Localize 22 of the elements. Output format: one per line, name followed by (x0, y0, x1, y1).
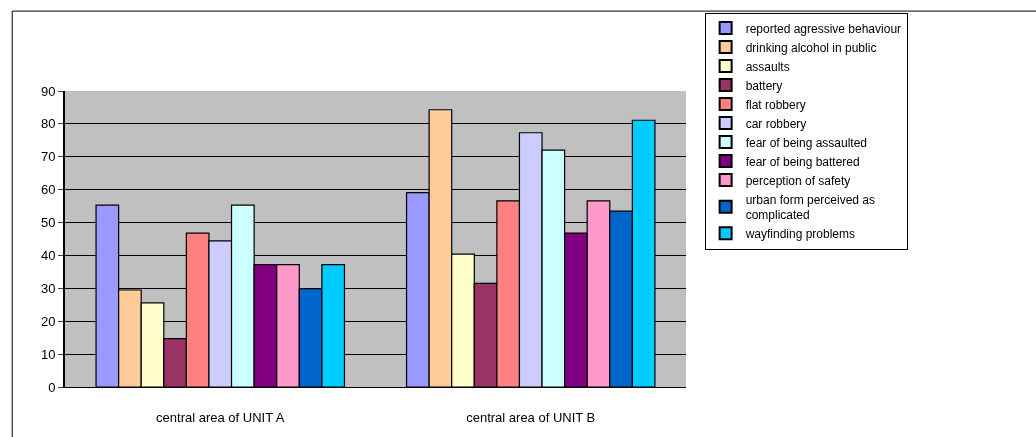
legend-label: battery (745, 78, 783, 93)
y-tick-label: 80 (40, 116, 56, 132)
legend-label: reported agressive behaviour (745, 21, 902, 36)
y-tick-label: 60 (40, 182, 56, 198)
y-tick-label: 50 (40, 215, 56, 231)
y-tick-label: 90 (40, 83, 56, 99)
y-tick-label: 70 (40, 149, 56, 165)
y-tick-label: 20 (40, 313, 56, 329)
y-tick-label: 40 (40, 247, 56, 263)
legend-label: wayfinding problems (744, 226, 856, 241)
legend-label: fear of being battered (745, 154, 860, 169)
y-tick-label: 10 (40, 346, 56, 362)
legend-label: assaults (745, 59, 790, 74)
x-tick-label: central area of UNIT A (156, 409, 285, 425)
x-tick-label: central area of UNIT B (466, 409, 596, 425)
legend-label: fear of being assaulted (745, 135, 868, 150)
legend-label: car robbery (745, 116, 807, 131)
y-tick-label: 30 (40, 280, 56, 296)
legend-label: drinking alcohol in public (745, 40, 877, 55)
legend-label: perception of safety (745, 173, 851, 188)
legend-label: flat robbery (745, 97, 806, 112)
y-tick-label: 0 (48, 379, 56, 395)
